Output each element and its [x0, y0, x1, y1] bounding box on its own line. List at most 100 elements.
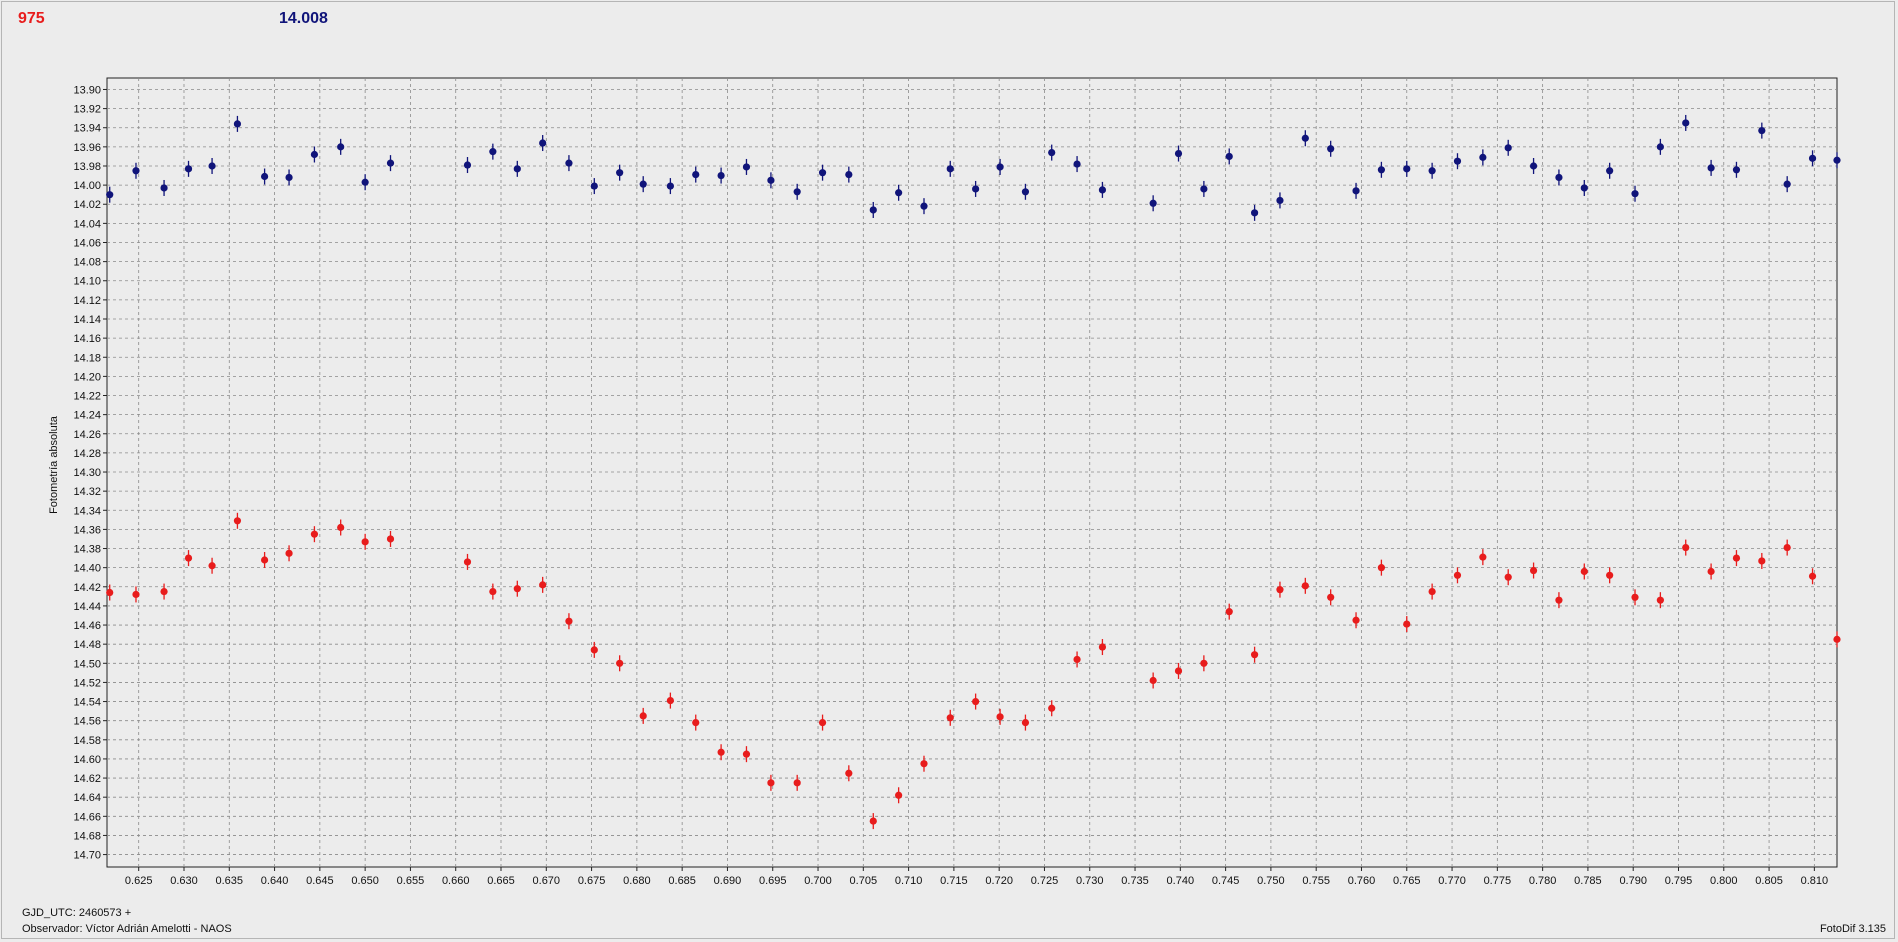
point-series-a: [1428, 167, 1436, 175]
x-axis-ticks: 0.625 0.630 0.635 0.640 0.645 0.650 0.655 0.660…: [125, 867, 1828, 887]
point-series-a: [1808, 154, 1817, 162]
point-series-a: [1555, 173, 1563, 182]
x-tick-label: 0.745: [1212, 875, 1240, 887]
x-tick-label: 0.770: [1438, 875, 1466, 887]
point-series-a: [616, 169, 624, 177]
point-series-a: [1656, 143, 1664, 151]
x-tick-label: 0.780: [1529, 875, 1557, 887]
point-series-a: [1758, 127, 1766, 135]
y-tick-label: 14.58: [73, 735, 101, 747]
x-tick-label: 0.805: [1755, 875, 1783, 887]
observer-label: Observador: Víctor Adrián Amelotti - NAO…: [22, 923, 232, 935]
x-tick-label: 0.765: [1393, 875, 1421, 887]
x-tick-label: 0.630: [170, 875, 198, 887]
x-tick-label: 0.755: [1302, 875, 1330, 887]
point-series-a: [1631, 190, 1639, 198]
x-tick-label: 0.645: [306, 875, 334, 887]
x-tick-label: 0.660: [442, 875, 470, 887]
point-series-b: [489, 587, 497, 596]
point-series-b: [616, 659, 624, 667]
point-series-a: [972, 185, 980, 193]
x-tick-label: 0.695: [759, 875, 787, 887]
x-tick-label: 0.670: [533, 875, 561, 887]
point-series-b: [285, 549, 293, 557]
x-tick-label: 0.680: [623, 875, 651, 887]
point-series-a: [132, 167, 140, 175]
point-series-b: [717, 748, 725, 756]
y-tick-label: 14.08: [73, 257, 101, 269]
point-series-b: [1174, 667, 1183, 675]
point-series-b: [920, 760, 928, 768]
point-series-b: [184, 554, 193, 562]
point-series-b: [1250, 651, 1259, 659]
point-series-a: [767, 176, 775, 184]
y-tick-label: 14.28: [73, 448, 101, 460]
point-series-a: [310, 150, 319, 159]
point-series-a: [1250, 209, 1259, 217]
point-series-a: [1504, 144, 1512, 152]
y-tick-label: 13.98: [73, 161, 101, 173]
point-series-b: [996, 713, 1004, 721]
point-series-a: [1732, 166, 1741, 174]
point-series-a: [1783, 180, 1791, 188]
y-tick-label: 14.56: [73, 716, 101, 728]
y-tick-label: 14.18: [73, 352, 101, 364]
point-series-a: [386, 159, 395, 167]
point-series-a: [337, 143, 345, 151]
x-tick-label: 0.655: [397, 875, 425, 887]
y-tick-label: 14.62: [73, 773, 101, 785]
y-tick-label: 14.40: [73, 563, 101, 575]
x-tick-label: 0.785: [1574, 875, 1602, 887]
point-series-a: [1048, 148, 1056, 157]
point-series-b: [1428, 587, 1436, 596]
x-tick-label: 0.735: [1121, 875, 1149, 887]
gjd-label: GJD_UTC: 2460573 +: [22, 907, 132, 919]
point-series-b: [1352, 616, 1360, 624]
point-series-a: [996, 163, 1004, 171]
point-series-b: [1656, 596, 1664, 604]
point-series-b: [539, 581, 547, 589]
point-series-b: [1529, 566, 1538, 575]
x-tick-label: 0.720: [985, 875, 1013, 887]
y-tick-label: 14.26: [73, 429, 101, 441]
y-axis-ticks: 13.90 13.92 13.94 13.96 13.98 14.00 14.02 14.04…: [73, 84, 107, 862]
point-series-b: [463, 558, 472, 566]
x-tick-label: 0.740: [1167, 875, 1195, 887]
point-series-a: [1149, 199, 1157, 207]
y-tick-label: 14.20: [73, 371, 101, 383]
x-tick-label: 0.730: [1076, 875, 1104, 887]
x-tick-label: 0.640: [261, 875, 289, 887]
x-tick-label: 0.685: [668, 875, 696, 887]
y-tick-label: 14.10: [73, 276, 101, 288]
point-series-b: [1758, 557, 1766, 565]
point-series-a: [463, 161, 472, 169]
point-series-a: [895, 189, 903, 197]
x-tick-label: 0.705: [850, 875, 878, 887]
point-series-b: [1580, 567, 1588, 576]
point-series-b: [310, 530, 319, 538]
point-counter: 975: [18, 10, 45, 27]
y-tick-label: 14.02: [73, 199, 101, 211]
point-series-a: [565, 159, 573, 167]
point-series-b: [1377, 564, 1386, 572]
point-series-a: [1352, 187, 1360, 195]
point-series-a: [1225, 152, 1233, 161]
y-tick-label: 14.44: [73, 601, 101, 613]
point-series-b: [1808, 572, 1817, 580]
point-series-b: [1403, 620, 1411, 628]
point-series-b: [1732, 554, 1741, 562]
point-series-b: [1833, 635, 1841, 643]
x-tick-label: 0.725: [1031, 875, 1059, 887]
point-series-a: [160, 184, 168, 192]
point-series-b: [1301, 582, 1309, 590]
point-series-a: [920, 202, 928, 210]
y-tick-label: 13.96: [73, 142, 101, 154]
y-tick-label: 14.66: [73, 811, 101, 823]
y-tick-label: 13.90: [73, 84, 101, 96]
y-tick-label: 14.06: [73, 237, 101, 249]
point-series-b: [793, 779, 801, 787]
y-tick-label: 13.92: [73, 104, 101, 116]
x-tick-label: 0.760: [1348, 875, 1376, 887]
point-series-b: [1098, 643, 1107, 651]
